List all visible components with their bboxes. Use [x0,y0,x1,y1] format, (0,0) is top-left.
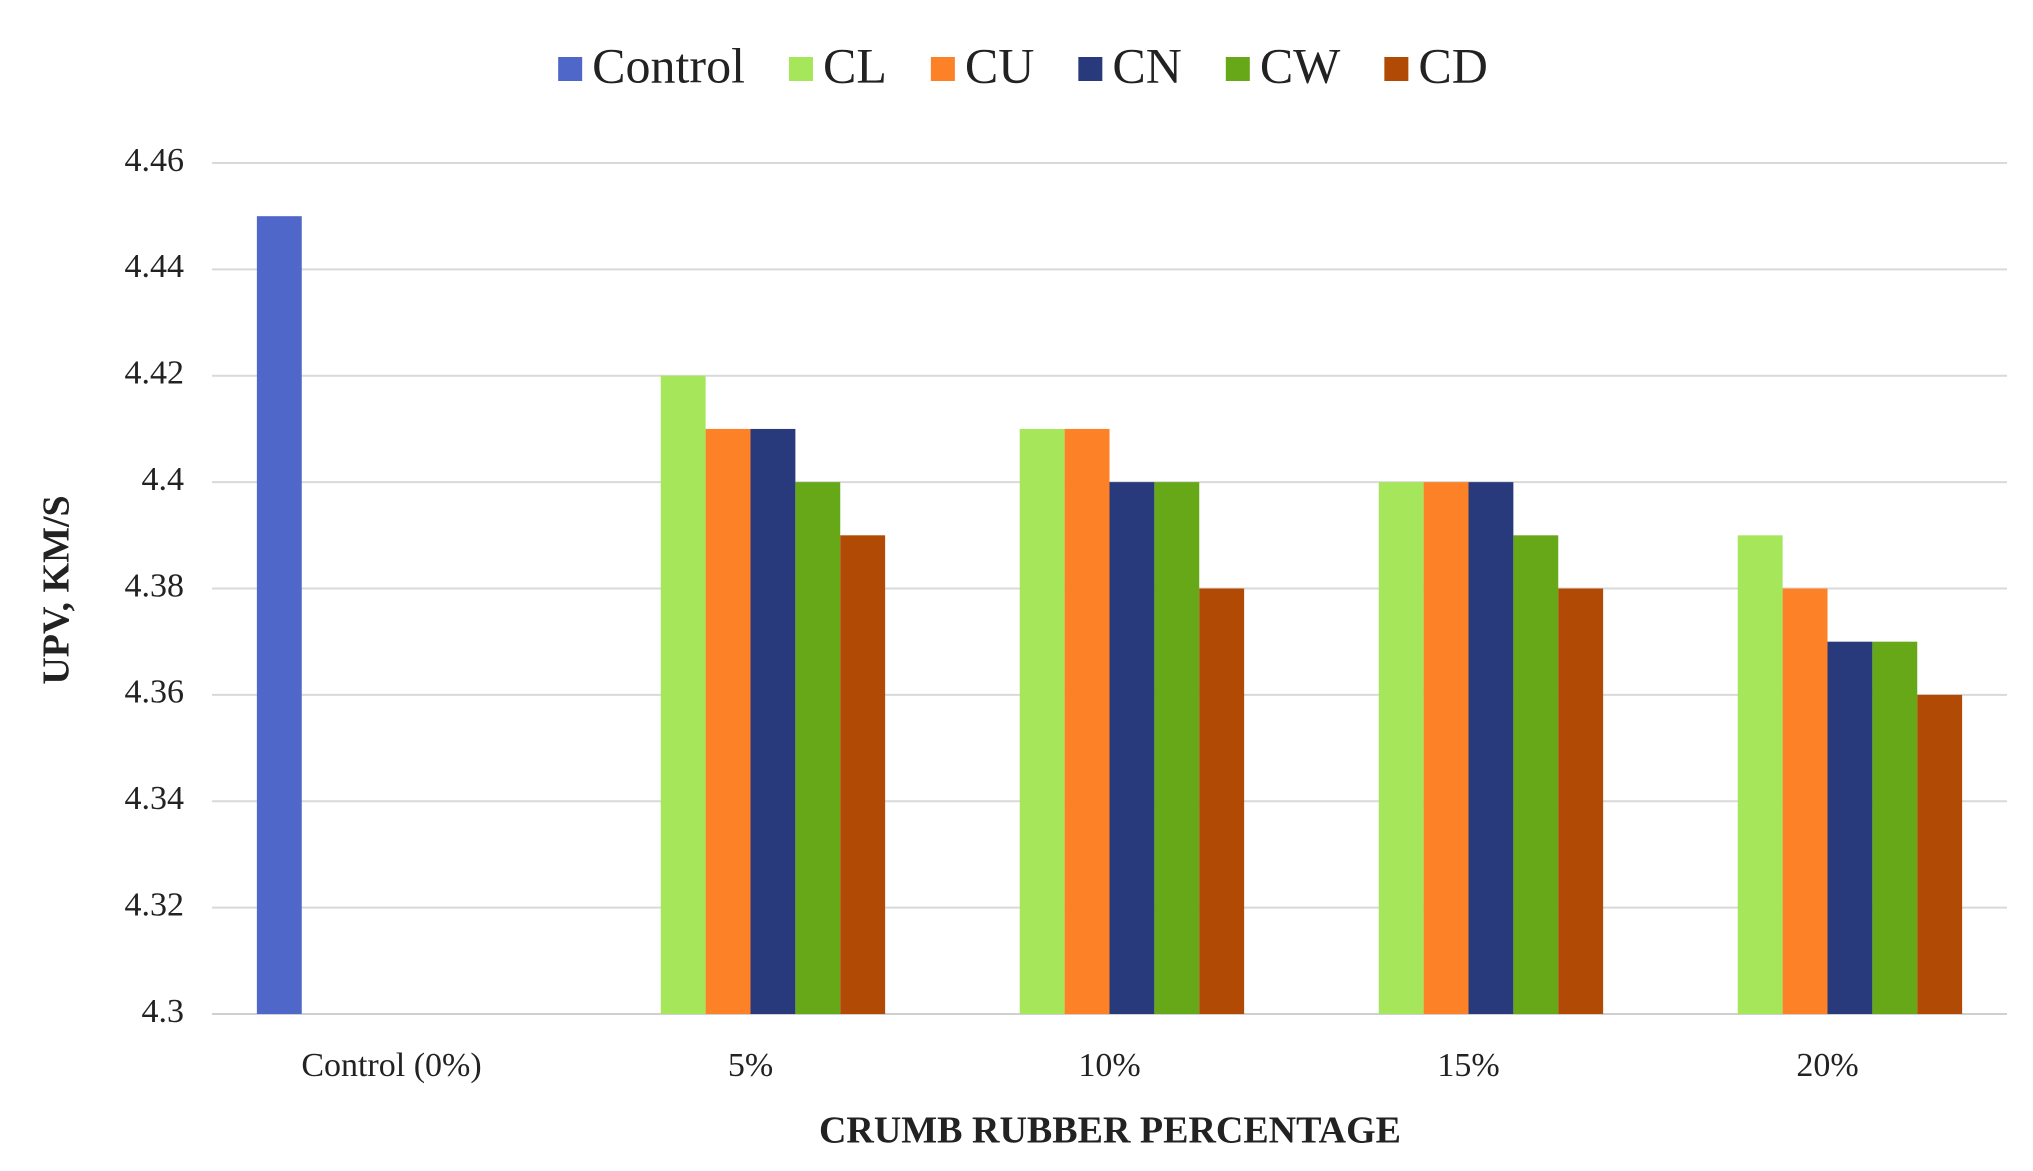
legend: Control CL CU CN CW CD [558,37,1488,93]
x-tick-label: 10% [1078,1047,1140,1084]
legend-item: CD [1384,37,1488,93]
y-tick-label: 4.4 [142,461,185,498]
bar [660,375,706,1014]
x-tick-label: 15% [1437,1047,1499,1084]
bar [1154,482,1200,1014]
bar [705,428,751,1014]
bar [1872,641,1918,1014]
legend-swatch [1384,57,1409,81]
y-tick-label: 4.44 [125,248,185,285]
bar [1513,535,1559,1014]
legend-swatch [788,57,813,81]
bar [750,428,796,1014]
legend-item: Control [558,37,745,93]
bar [840,535,886,1014]
bar [256,216,302,1014]
bar [1378,482,1424,1014]
y-axis-title: UPV, KM/S [36,495,78,684]
bar [1558,588,1604,1014]
bars [256,216,1963,1014]
bar [1782,588,1828,1014]
legend-item: CW [1225,37,1341,93]
bar [1917,694,1963,1014]
bar [1468,482,1514,1014]
legend-label: CD [1418,37,1487,93]
bar [1019,428,1065,1014]
bar [1064,428,1110,1014]
legend-label: CL [823,37,887,93]
legend-swatch [1078,57,1103,81]
bar [1737,535,1783,1014]
legend-label: CU [965,37,1034,93]
bar [1423,482,1469,1014]
y-tick-label: 4.34 [125,780,185,817]
y-tick-label: 4.38 [125,567,185,604]
bar [1109,482,1155,1014]
y-tick-label: 4.42 [125,355,185,392]
x-tick-label: 5% [728,1047,773,1084]
y-tick-label: 4.36 [125,674,185,711]
y-tick-label: 4.32 [125,886,185,923]
bar [1199,588,1245,1014]
legend-item: CN [1078,37,1182,93]
bar [795,482,841,1014]
y-tick-label: 4.46 [125,142,185,179]
legend-label: CN [1112,37,1181,93]
x-tick-label: 20% [1796,1047,1858,1084]
legend-swatch [558,57,583,81]
x-tick-label: Control (0%) [301,1047,481,1084]
legend-item: CU [930,37,1034,93]
legend-label: Control [592,37,745,93]
legend-label: CW [1260,37,1341,93]
legend-item: CL [788,37,887,93]
bar [1827,641,1873,1014]
legend-swatch [1225,57,1250,81]
legend-swatch [930,57,955,81]
x-axis-title: CRUMB RUBBER PERCENTAGE [819,1110,1401,1152]
y-tick-label: 4.3 [142,993,185,1030]
